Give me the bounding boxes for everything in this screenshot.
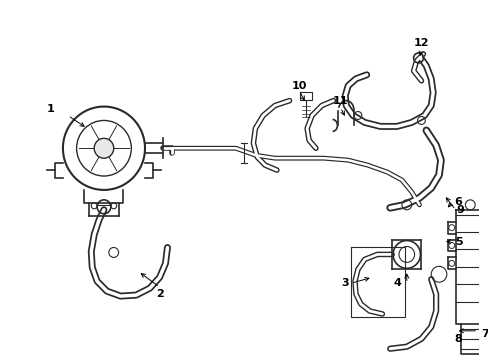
Text: 10: 10 [291,81,306,91]
Text: 9: 9 [456,205,464,215]
Text: 1: 1 [46,104,54,113]
Text: 11: 11 [332,96,347,105]
Text: 12: 12 [413,38,428,48]
Circle shape [94,138,114,158]
Text: 6: 6 [454,197,462,207]
Text: 5: 5 [454,237,462,247]
Text: 3: 3 [341,278,348,288]
Text: 2: 2 [156,289,163,299]
Text: 8: 8 [454,334,462,344]
Text: 7: 7 [480,329,488,339]
Text: 4: 4 [392,278,400,288]
